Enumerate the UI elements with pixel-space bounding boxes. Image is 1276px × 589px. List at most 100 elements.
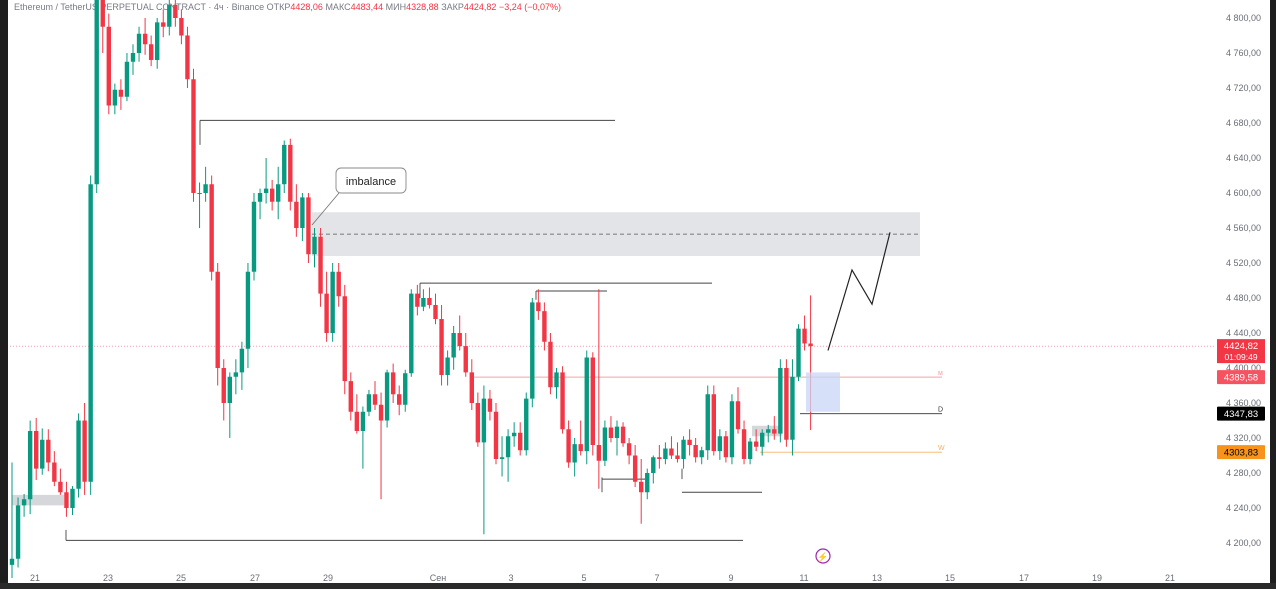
- candle-body-131: [802, 328, 807, 344]
- bottom-edge-bar: [0, 583, 1276, 589]
- monthly-level-label: м: [938, 370, 943, 377]
- candle-body-51: [318, 236, 323, 294]
- candle-body-22: [142, 33, 148, 45]
- candle-body-97: [596, 445, 602, 461]
- candle-body-99: [608, 427, 614, 438]
- candle-body-83: [511, 432, 517, 437]
- x-tick-label: 5: [581, 573, 586, 583]
- imbalance-pointer: [311, 192, 340, 226]
- candle-body-0: [9, 558, 15, 565]
- candle-body-63: [390, 372, 396, 395]
- candle-body-69: [427, 298, 432, 305]
- candle-body-53: [330, 271, 335, 333]
- left-small-zone: [12, 494, 64, 506]
- candle-body-30: [191, 79, 196, 193]
- candle-body-27: [173, 4, 178, 18]
- candle-body-113: [693, 445, 698, 458]
- candle-body-34: [215, 271, 220, 368]
- candle-body-55: [342, 296, 347, 382]
- candle-body-125: [766, 429, 771, 433]
- candle-body-7: [52, 462, 57, 482]
- daily-level-label: D: [938, 407, 943, 414]
- candle-body-86: [530, 302, 535, 399]
- candle-body-71: [439, 319, 444, 375]
- candle-body-8: [58, 481, 63, 493]
- candle-body-54: [336, 271, 341, 297]
- candle-body-80: [493, 411, 499, 459]
- candle-body-91: [560, 372, 565, 430]
- y-tick-label: 4 480,00: [1226, 293, 1261, 303]
- candle-body-112: [687, 439, 692, 445]
- candle-body-56: [348, 381, 353, 412]
- candle-body-119: [729, 401, 735, 458]
- low-label: МИН: [385, 2, 407, 12]
- candle-body-25: [161, 22, 166, 27]
- y-tick-label: 4 200,00: [1226, 538, 1261, 548]
- daily-price-tag: 4347,83: [1224, 409, 1258, 420]
- candle-body-29: [185, 35, 190, 80]
- candle-body-39: [245, 271, 251, 349]
- candle-body-92: [566, 429, 571, 463]
- candle-body-93: [572, 444, 577, 463]
- symbol-title[interactable]: Ethereum / TetherUS PERPETUAL CONTRACT ·…: [14, 2, 265, 12]
- candle-body-126: [772, 429, 777, 434]
- target-box[interactable]: [806, 372, 840, 412]
- y-tick-label: 4 560,00: [1226, 223, 1261, 233]
- candle-body-64: [397, 394, 402, 405]
- candle-body-62: [384, 372, 390, 421]
- candle-body-121: [741, 429, 747, 459]
- candle-body-59: [366, 394, 372, 412]
- y-tick-label: 4 360,00: [1226, 398, 1261, 408]
- candle-body-101: [620, 426, 626, 444]
- candle-body-85: [524, 398, 529, 451]
- candle-body-107: [657, 457, 662, 459]
- candle-body-9: [64, 492, 69, 508]
- y-tick-label: 4 760,00: [1226, 48, 1261, 58]
- x-tick-label: 13: [872, 573, 882, 583]
- right-edge-bar: [1270, 0, 1276, 589]
- imbalance-label: imbalance: [346, 176, 396, 188]
- candle-body-17: [112, 89, 118, 106]
- candle-body-48: [300, 197, 305, 228]
- candle-body-43: [269, 188, 275, 202]
- open-value: 4428,06: [290, 2, 323, 12]
- candle-body-72: [445, 357, 450, 375]
- candle-body-33: [209, 184, 214, 272]
- y-tick-label: 4 440,00: [1226, 328, 1261, 338]
- candle-body-98: [602, 427, 608, 461]
- candle-body-120: [735, 401, 741, 430]
- monthly-price-tag-bg: [1217, 370, 1265, 385]
- candle-body-2: [21, 499, 27, 506]
- candle-body-117: [717, 436, 723, 452]
- candle-body-75: [463, 346, 468, 373]
- change-value: −3,24 (−0,07%): [498, 2, 561, 12]
- candle-body-10: [70, 488, 75, 508]
- current-price-tag-bg: [1217, 339, 1265, 364]
- close-label: ЗАКР: [441, 2, 464, 12]
- x-tick-label: 27: [250, 573, 260, 583]
- candle-body-110: [675, 455, 680, 459]
- candle-body-103: [632, 455, 638, 482]
- candle-body-16: [106, 26, 111, 106]
- event-bolt-icon[interactable]: [815, 548, 831, 564]
- candle-body-6: [46, 439, 51, 463]
- candle-body-32: [203, 184, 208, 193]
- candle-body-45: [282, 144, 287, 185]
- y-tick-label: 4 600,00: [1226, 188, 1261, 198]
- y-tick-label: 4 400,00: [1226, 363, 1261, 373]
- x-tick-label: 21: [1165, 573, 1175, 583]
- candle-body-4: [34, 431, 39, 469]
- weekly-level-label: W: [938, 445, 945, 452]
- candle-body-89: [548, 341, 553, 388]
- candle-body-5: [40, 439, 45, 469]
- x-tick-label: 29: [323, 573, 333, 583]
- projection-path[interactable]: [827, 232, 891, 351]
- candle-body-47: [294, 201, 299, 228]
- y-tick-label: 4 800,00: [1226, 13, 1261, 23]
- candle-body-49: [306, 197, 311, 255]
- left-edge-bar: [0, 0, 8, 589]
- candle-body-115: [705, 394, 710, 451]
- imbalance-callout[interactable]: [335, 167, 407, 194]
